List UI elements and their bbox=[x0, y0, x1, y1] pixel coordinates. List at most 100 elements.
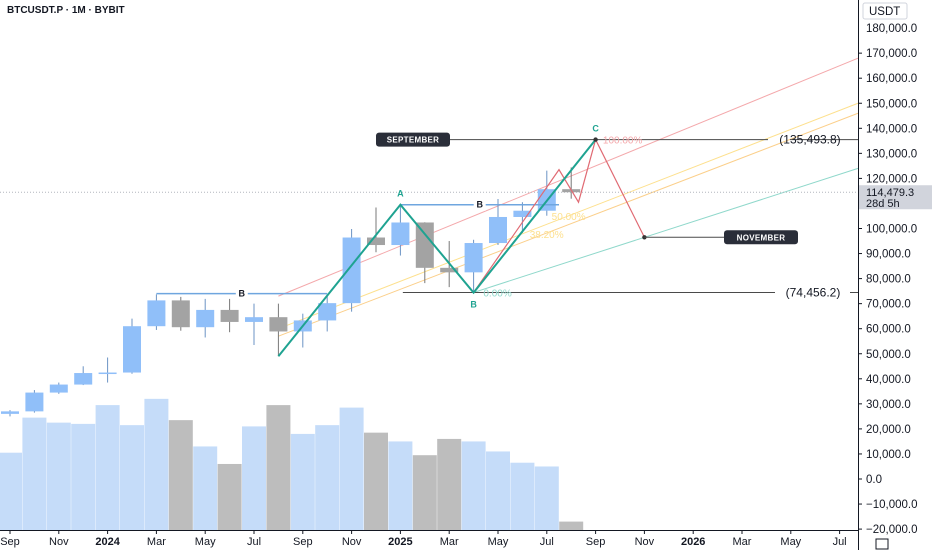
channel-line bbox=[278, 57, 859, 297]
candle-body[interactable] bbox=[440, 267, 459, 273]
candlesticks bbox=[1, 167, 581, 417]
candle-body[interactable] bbox=[49, 384, 68, 393]
volume-bars bbox=[0, 398, 584, 530]
candle-body[interactable] bbox=[123, 326, 141, 373]
x-tick-label: Nov bbox=[49, 536, 69, 548]
x-tick-label: May bbox=[780, 536, 801, 548]
currency-label: USDT bbox=[869, 6, 900, 18]
y-tick-label: 150,000.0 bbox=[866, 98, 917, 110]
y-tick-label: −20,000.0 bbox=[866, 524, 917, 536]
symbol-title: BTCUSDT.P · 1M · BYBIT bbox=[7, 5, 125, 16]
current-price-tag bbox=[859, 185, 932, 210]
volume-bar bbox=[364, 432, 388, 530]
volume-bar bbox=[168, 420, 193, 530]
volume-bar bbox=[339, 407, 364, 530]
candle-body[interactable] bbox=[98, 372, 117, 375]
candle-body[interactable] bbox=[245, 317, 263, 322]
fib-level-label: 100.00% bbox=[603, 136, 643, 147]
chart-labels: A B C 100.00% 50.00% 38.20% 0.00% SEPTEMBER NOVE… bbox=[376, 124, 798, 310]
y-tick-label: 10,000.0 bbox=[866, 449, 911, 461]
y-tick-label: 180,000.0 bbox=[866, 23, 917, 35]
y-tick-label: 30,000.0 bbox=[866, 399, 911, 411]
volume-bar bbox=[120, 425, 144, 530]
b-line-label: B bbox=[476, 200, 483, 210]
x-tick-label: Sep bbox=[293, 536, 313, 548]
x-tick-label: 2024 bbox=[95, 536, 120, 548]
wave-label: A bbox=[397, 189, 404, 199]
y-tick-label: 0.0 bbox=[866, 474, 882, 486]
y-tick-label: 50,000.0 bbox=[866, 349, 911, 361]
time-axis[interactable]: Sep Nov 2024 Mar May Jul Sep Nov 2025 Mar May Jul Se… bbox=[0, 530, 889, 550]
abc-wave-path bbox=[277, 138, 597, 357]
x-tick-label: 2026 bbox=[681, 536, 705, 548]
volume-bar bbox=[95, 405, 120, 530]
channel-line bbox=[278, 102, 859, 330]
channel-line bbox=[278, 112, 859, 337]
volume-bar bbox=[144, 398, 169, 530]
b-level-lines: BB bbox=[156, 198, 559, 300]
volume-bar bbox=[315, 425, 340, 530]
fib-level-label: 0.00% bbox=[483, 288, 511, 299]
candle-body[interactable] bbox=[489, 216, 507, 244]
candle-body[interactable] bbox=[464, 243, 483, 273]
x-tick-label: Nov bbox=[635, 536, 655, 548]
volume-bar bbox=[534, 466, 559, 530]
candle-body[interactable] bbox=[342, 237, 361, 304]
candle-body[interactable] bbox=[196, 309, 215, 328]
volume-bar bbox=[71, 423, 96, 530]
volume-bar bbox=[412, 455, 437, 530]
candle-body[interactable] bbox=[318, 303, 337, 321]
candle-body[interactable] bbox=[74, 373, 93, 385]
y-tick-label: 80,000.0 bbox=[866, 274, 911, 286]
volume-bar bbox=[266, 405, 291, 530]
candle-body[interactable] bbox=[391, 222, 410, 246]
x-tick-label: May bbox=[488, 536, 509, 548]
x-tick-label: Mar bbox=[733, 536, 752, 548]
volume-bar bbox=[290, 433, 315, 530]
candle-body[interactable] bbox=[415, 222, 434, 268]
x-tick-label: Mar bbox=[440, 536, 459, 548]
x-tick-label: Jul bbox=[833, 536, 847, 548]
current-price-value: 114,479.3 bbox=[866, 187, 914, 199]
currency-badge[interactable] bbox=[862, 2, 908, 20]
x-tick-label: Sep bbox=[586, 536, 606, 548]
callout-label: NOVEMBER bbox=[737, 233, 786, 242]
fib-level-label: 38.20% bbox=[530, 230, 564, 241]
callout-box bbox=[376, 132, 450, 147]
target-high-label: (135,493.8) bbox=[779, 133, 840, 147]
candle-body[interactable] bbox=[513, 210, 532, 217]
settings-icon[interactable] bbox=[875, 538, 889, 550]
b-label-bg bbox=[235, 287, 248, 300]
price-axis[interactable]: USDT 180,000.0 170,000.0 160,000.0 150,000.0… bbox=[858, 0, 932, 550]
candle-body[interactable] bbox=[220, 309, 239, 322]
candle-body[interactable] bbox=[147, 300, 166, 327]
y-tick-label: 70,000.0 bbox=[866, 299, 911, 311]
x-tick-label: Sep bbox=[0, 536, 20, 548]
target-levels: (135,493.8) (74,456.2) bbox=[0, 133, 858, 299]
candle-body[interactable] bbox=[171, 300, 190, 328]
volume-bar bbox=[22, 417, 47, 530]
trend-channels bbox=[278, 57, 859, 337]
volume-bar bbox=[437, 438, 462, 530]
target-point bbox=[593, 137, 598, 142]
x-tick-label: Nov bbox=[342, 536, 362, 548]
candle-body[interactable] bbox=[1, 411, 19, 414]
candle-body[interactable] bbox=[269, 317, 288, 332]
y-tick-label: −10,000.0 bbox=[866, 499, 917, 511]
x-tick-label: Jul bbox=[540, 536, 554, 548]
candle-body[interactable] bbox=[367, 237, 385, 246]
volume-bar bbox=[193, 446, 218, 530]
volume-bar bbox=[388, 441, 413, 530]
volume-bar bbox=[461, 441, 486, 530]
volume-bar bbox=[46, 422, 71, 530]
wave-label: C bbox=[592, 124, 599, 134]
candle-body[interactable] bbox=[25, 392, 44, 412]
y-tick-label: 40,000.0 bbox=[866, 374, 911, 386]
volume-bar bbox=[510, 462, 535, 530]
callout-label: SEPTEMBER bbox=[387, 136, 440, 145]
volume-bar bbox=[0, 452, 22, 530]
alternate-path bbox=[473, 137, 645, 293]
y-tick-label: 130,000.0 bbox=[866, 148, 917, 160]
